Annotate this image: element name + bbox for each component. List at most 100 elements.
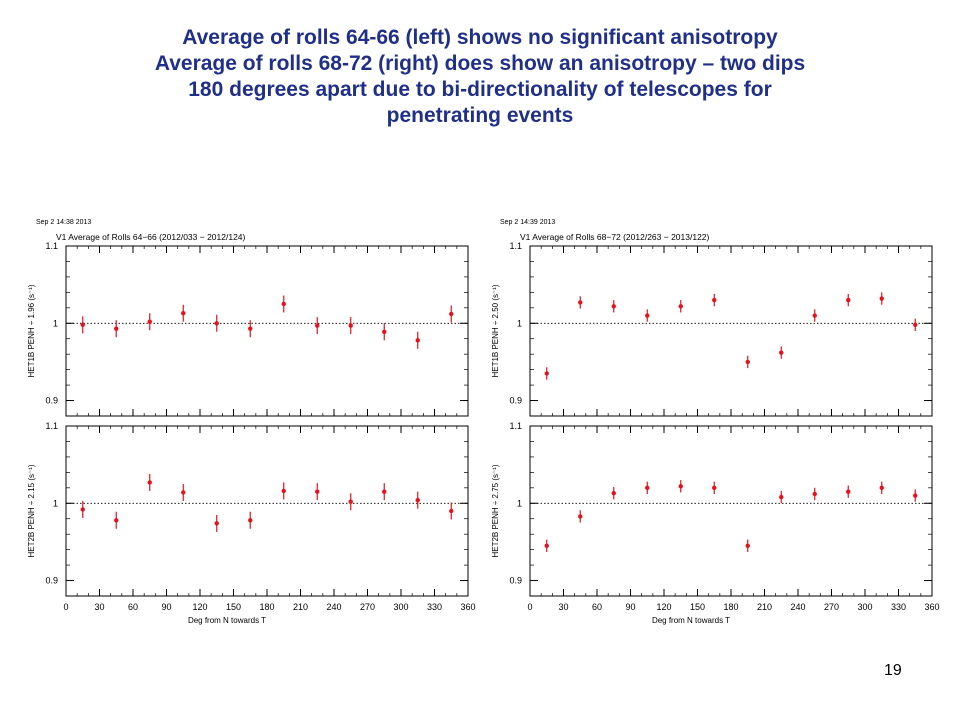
data-point [281, 301, 286, 307]
chart-timestamp: Sep 2 14:38 2013 [36, 219, 91, 226]
panel-2: 0.9 1 1.1 HET2B PENH ÷ 2.75 (s⁻¹) [491, 421, 933, 597]
data-point [712, 485, 717, 491]
data-point [913, 493, 918, 498]
chart-title: V1 Average of Rolls 64−66 (2012/033 − 20… [56, 232, 246, 242]
y-axis-label: HET2B PENH ÷ 2.75 (s⁻¹) [491, 464, 500, 557]
data-point [779, 350, 784, 355]
chart-timestamp: Sep 2 14:39 2013 [500, 219, 555, 226]
data-point [449, 508, 454, 514]
data-point [382, 329, 387, 334]
x-tick-label: 240 [326, 602, 341, 612]
x-tick-label: 210 [757, 602, 772, 612]
data-point [114, 326, 119, 331]
data-point [181, 311, 186, 316]
x-tick-label: 240 [790, 602, 805, 612]
x-tick-label: 210 [293, 602, 308, 612]
data-point [678, 304, 683, 309]
title-line: Average of rolls 68-72 (right) does show… [154, 52, 806, 75]
x-tick-label: 270 [824, 602, 839, 612]
y-axis-label: HET1B PENH ÷ 1.96 (s⁻¹) [27, 284, 36, 377]
x-tick-label: 150 [690, 602, 705, 612]
title-line: Average of rolls 64-66 (left) shows no s… [182, 26, 778, 49]
data-point [348, 323, 353, 328]
chart-title: V1 Average of Rolls 68−72 (2012/263 − 20… [520, 232, 710, 242]
data-point [80, 507, 85, 512]
x-tick-label: 90 [625, 602, 635, 612]
slide-title: Average of rolls 64-66 (left) shows no s… [40, 25, 920, 129]
data-point [147, 480, 152, 485]
data-point [315, 489, 320, 494]
data-point [779, 494, 784, 500]
y-tick-label: 1 [517, 318, 522, 328]
panel-1: 0.9 1 1.1 HET1B PENH ÷ 2.50 (s⁻¹) [491, 241, 933, 417]
title-line: 180 degrees apart due to bi-directionali… [188, 78, 772, 101]
data-point [544, 543, 549, 548]
x-tick-label: 150 [226, 602, 241, 612]
y-tick-label: 0.9 [509, 396, 522, 406]
data-point [745, 543, 750, 548]
x-tick-label: 360 [460, 602, 475, 612]
x-axis-label: Deg from N towards T [188, 616, 266, 625]
title-line: penetrating events [386, 104, 574, 127]
x-tick-label: 300 [857, 602, 872, 612]
data-point [913, 322, 918, 328]
data-point [846, 297, 851, 303]
y-tick-label: 1 [53, 318, 58, 328]
data-point [611, 304, 616, 309]
slide-number: 19 [884, 662, 902, 679]
x-tick-label: 30 [558, 602, 568, 612]
x-tick-label: 30 [94, 602, 104, 612]
x-tick-label: 360 [924, 602, 939, 612]
data-point [315, 323, 320, 328]
panel-2: 0.9 1 1.1 HET2B PENH ÷ 2.15 (s⁻¹) [27, 421, 469, 597]
y-tick-label: 0.9 [509, 576, 522, 586]
y-tick-label: 0.9 [45, 396, 58, 406]
data-point [147, 319, 152, 324]
plot-frame [529, 245, 933, 417]
x-tick-label: 270 [360, 602, 375, 612]
x-tick-label: 180 [723, 602, 738, 612]
y-axis-label: HET1B PENH ÷ 2.50 (s⁻¹) [491, 284, 500, 377]
x-tick-label: 90 [161, 602, 171, 612]
data-point [544, 371, 549, 376]
data-point [214, 521, 219, 526]
y-tick-label: 1.1 [509, 421, 522, 431]
data-point [578, 514, 583, 519]
left-figure: Sep 2 14:38 2013 V1 Average of Rolls 64−6… [12, 210, 477, 630]
plot-frame [65, 425, 469, 597]
data-point [712, 297, 717, 303]
data-point [248, 326, 253, 331]
data-point [879, 296, 884, 301]
data-point [678, 484, 683, 489]
data-point [578, 300, 583, 305]
left-chart-svg: Sep 2 14:38 2013 V1 Average of Rolls 64−6… [27, 219, 476, 625]
x-axis-label: Deg from N towards T [652, 616, 730, 625]
x-tick-label: 60 [592, 602, 602, 612]
y-tick-label: 1.1 [509, 241, 522, 251]
data-point [879, 485, 884, 491]
x-tick-label: 330 [891, 602, 906, 612]
data-point [812, 313, 817, 318]
y-tick-label: 1 [517, 498, 522, 508]
y-tick-label: 1.1 [45, 241, 58, 251]
x-tick-label: 0 [63, 602, 68, 612]
y-tick-label: 0.9 [45, 576, 58, 586]
data-point [449, 311, 454, 317]
x-tick-label: 60 [128, 602, 138, 612]
data-point [281, 488, 286, 494]
data-point [812, 491, 817, 497]
right-chart-svg: Sep 2 14:39 2013 V1 Average of Rolls 68−7… [491, 219, 940, 625]
x-tick-label: 120 [192, 602, 207, 612]
data-point [214, 321, 219, 326]
panel-1: 0.9 1 1.1 HET1B PENH ÷ 1.96 (s⁻¹) [27, 241, 469, 417]
data-point [415, 338, 420, 343]
data-point [645, 313, 650, 318]
data-point [382, 489, 387, 494]
plot-frame [65, 245, 469, 417]
y-tick-label: 1 [53, 498, 58, 508]
data-point [181, 490, 186, 495]
data-point [348, 499, 353, 504]
data-point [80, 322, 85, 328]
data-point [248, 518, 253, 523]
data-point [114, 518, 119, 523]
